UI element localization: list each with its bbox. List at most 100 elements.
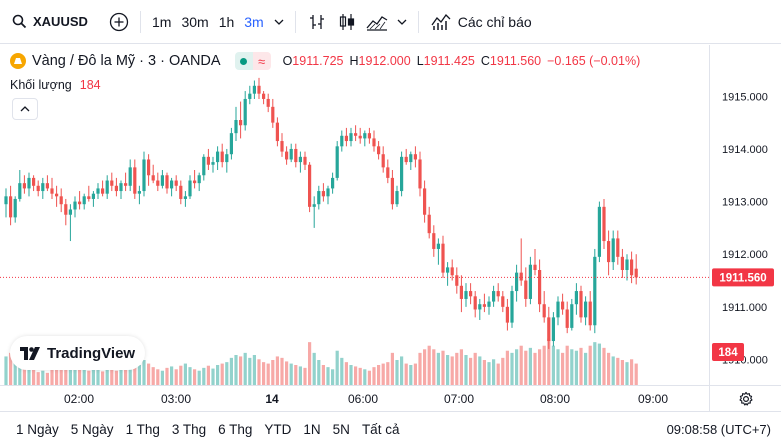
candle-body	[464, 291, 468, 299]
volume-bar	[349, 365, 353, 385]
volume-bar	[147, 363, 151, 385]
volume-bar	[551, 345, 555, 385]
compare-symbol-button[interactable]	[104, 7, 134, 37]
candle-body	[160, 175, 164, 186]
candlestick-chart[interactable]	[0, 45, 709, 385]
interval-30m[interactable]: 30m	[181, 13, 209, 30]
chart-settings-button[interactable]	[709, 385, 781, 411]
volume-bar	[561, 352, 565, 385]
ohlc-bars-icon	[309, 14, 324, 29]
volume-bar	[165, 367, 169, 385]
candle-body	[607, 241, 611, 263]
bar-chart-type-button[interactable]	[302, 7, 332, 37]
volume-bar	[482, 360, 486, 385]
candle-body	[170, 180, 174, 189]
candle-body	[533, 264, 537, 270]
price-axis[interactable]: 1915.000 1914.000 1913.000 1912.000 1911.000…	[709, 45, 781, 385]
volume-bar	[308, 342, 312, 385]
volume-bar	[128, 363, 132, 385]
candle-body	[620, 256, 624, 270]
volume-bar	[289, 363, 293, 385]
volume-bar	[4, 356, 8, 385]
volume-bar	[179, 365, 183, 385]
volume-bar	[496, 363, 500, 385]
volume-bar	[344, 362, 348, 385]
volume-bar	[248, 357, 252, 385]
volume-bar	[257, 359, 261, 385]
volume-bar	[450, 356, 454, 385]
candle-body	[441, 243, 445, 273]
candle-body	[593, 256, 597, 326]
interval-1m[interactable]: 1m	[152, 13, 172, 30]
candle-body	[294, 148, 298, 163]
range-1-day[interactable]: 1 Ngày	[16, 421, 59, 437]
candle-body	[579, 291, 583, 318]
market-open-indicator	[234, 52, 253, 70]
candle-body	[354, 133, 358, 136]
interval-1h[interactable]: 1h	[218, 13, 235, 30]
candle-chart-type-button[interactable]	[332, 7, 362, 37]
volume-bar	[340, 357, 344, 385]
volume-bar	[593, 342, 597, 385]
candle-body	[285, 151, 289, 160]
tradingview-logo[interactable]: TradingView	[10, 336, 146, 370]
interval-dropdown-button[interactable]	[269, 7, 289, 37]
symbol-search[interactable]: XAUUSD	[0, 0, 104, 44]
interval-3m[interactable]: 3m	[244, 13, 264, 30]
volume-bar	[423, 349, 427, 385]
candle-body	[625, 259, 629, 270]
market-status-badge[interactable]: ≈	[234, 52, 271, 70]
volume-bar	[280, 357, 284, 385]
volume-bar	[9, 352, 13, 385]
candle-body	[78, 201, 82, 205]
candle-body	[321, 191, 325, 197]
area-chart-type-button[interactable]	[362, 7, 392, 37]
symbol-title[interactable]: Vàng / Đô la Mỹ · 3 · OANDA	[32, 53, 221, 69]
candle-body	[257, 85, 261, 94]
indicators-button[interactable]: Các chỉ báo	[425, 7, 538, 37]
range-5-years[interactable]: 5N	[332, 421, 350, 437]
candle-body	[602, 206, 606, 242]
volume-bar	[634, 363, 638, 385]
volume-label[interactable]: Khối lượng	[10, 78, 72, 92]
volume-bar	[68, 356, 72, 385]
low-label: L	[416, 54, 424, 68]
volume-bar	[294, 365, 298, 385]
range-1-year[interactable]: 1N	[303, 421, 321, 437]
area-chart-icon	[366, 15, 388, 31]
candle-body	[519, 272, 523, 281]
candle-body	[436, 243, 440, 249]
range-5-days[interactable]: 5 Ngày	[70, 421, 114, 437]
volume-bar	[170, 366, 174, 385]
volume-bar	[469, 357, 473, 385]
collapse-legend-button[interactable]	[12, 98, 38, 120]
price-tick-label: 1914.000	[722, 144, 768, 156]
candle-body	[55, 193, 59, 197]
range-ytd[interactable]: YTD	[264, 421, 292, 437]
chart-pane[interactable]	[0, 45, 709, 385]
search-icon	[12, 14, 27, 29]
range-all[interactable]: Tất cả	[361, 421, 400, 437]
volume-bar	[262, 362, 266, 385]
candle-body	[22, 183, 26, 189]
candle-body	[271, 106, 275, 123]
candle-body	[110, 180, 114, 186]
volume-bar	[377, 365, 381, 385]
timezone-clock[interactable]: 09:08:58 (UTC+7)	[666, 422, 771, 437]
range-3-months[interactable]: 3 Thg	[171, 421, 207, 437]
candle-body	[372, 138, 376, 147]
volume-bar	[312, 352, 316, 385]
volume-bar	[607, 352, 611, 385]
candle-body	[202, 156, 206, 176]
volume-bar	[55, 363, 59, 385]
time-axis-scale: 02:00 03:00 14 06:00 07:00 08:00 09:00	[64, 392, 668, 406]
candle-body	[234, 120, 238, 134]
volume-bar	[73, 362, 77, 385]
candle-body	[41, 183, 45, 192]
range-1-month[interactable]: 1 Thg	[125, 421, 160, 437]
range-6-months[interactable]: 6 Thg	[218, 421, 253, 437]
candle-body	[432, 233, 436, 249]
chart-type-dropdown-button[interactable]	[392, 7, 412, 37]
candle-body	[390, 177, 394, 205]
time-axis[interactable]: 02:00 03:00 14 06:00 07:00 08:00 09:00	[0, 385, 709, 411]
